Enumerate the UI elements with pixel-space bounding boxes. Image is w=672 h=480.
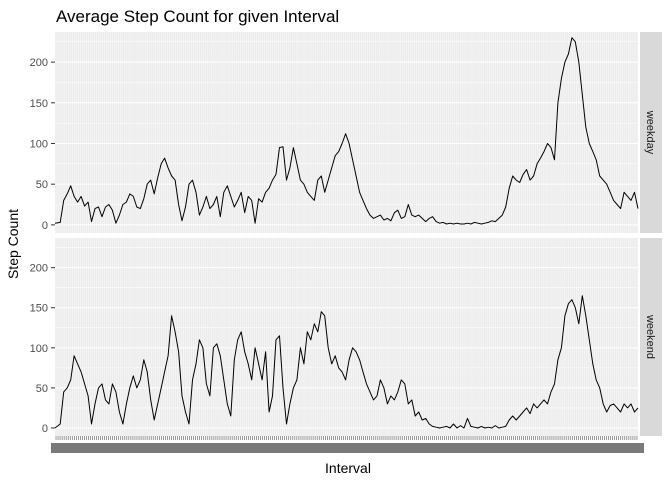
y-tick-label: 100	[30, 343, 48, 355]
y-tick-label: 200	[30, 57, 48, 69]
y-tick-label: 150	[30, 303, 48, 315]
series-line-weekday	[54, 37, 639, 225]
y-tick-label: 0	[42, 220, 48, 232]
chart-title: Average Step Count for given Interval	[56, 7, 339, 26]
x-tick-labels-overlap	[51, 443, 644, 453]
panel-background	[55, 32, 638, 233]
x-axis	[51, 436, 644, 453]
facet-panels: 0 50 100 150 200 weekday 0 50 100 150 200 weekend	[30, 32, 662, 436]
facet-strip	[640, 238, 662, 436]
vertical-gridlines	[55, 32, 638, 233]
y-tick-label: 150	[30, 98, 48, 110]
facet-strip-label: weekday	[644, 110, 656, 155]
series-line-weekend	[54, 295, 639, 429]
facet-panel-weekday: 0 50 100 150 200 weekday	[30, 32, 662, 233]
facet-strip	[640, 32, 662, 233]
y-tick-label: 0	[42, 423, 48, 435]
y-tick-label: 200	[30, 263, 48, 275]
facet-panel-weekend: 0 50 100 150 200 weekend	[30, 238, 662, 436]
y-axis-label: Step Count	[5, 209, 21, 279]
x-axis-label: Interval	[325, 460, 371, 476]
facet-strip-label: weekend	[644, 314, 656, 359]
y-tick-label: 50	[36, 383, 48, 395]
y-tick-label: 100	[30, 138, 48, 150]
y-tick-label: 50	[36, 179, 48, 191]
